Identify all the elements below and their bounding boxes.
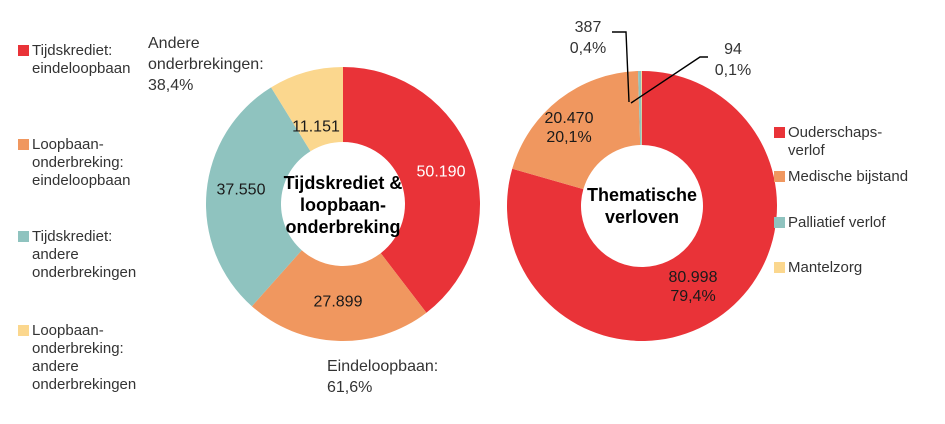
legend-label: Tijdskrediet: eindeloopbaan [32,42,131,77]
legend-item-loopbaanonderbreking-andere: Loopbaan- onderbreking: andere onderbrek… [18,322,136,394]
legend-label: Mantelzorg [788,259,863,276]
legend-item-medische-bijstand: Medische bijstand [774,168,908,186]
donut-slice-medische-bijstand [512,71,641,190]
donut-slice-palliatief-verlof [638,71,642,146]
left-chart-center-title: Tijdskrediet & loopbaan- onderbreking [283,173,403,237]
value-label-loopbaanonderbreking-andere: 11.151 [292,118,340,136]
legend-item-tijdskrediet-eindeloopbaan: Tijdskrediet: eindeloopbaan [18,42,130,78]
donut-slice-tijdskrediet-andere-onderbrekingen [205,87,311,307]
annotation-andere-onderbrekingen: Andere onderbrekingen: 38,4% [148,35,264,94]
annotation-mantelzorg: 94 0,1% [714,41,752,79]
red-swatch-icon [18,45,29,56]
legend-label: Loopbaan- onderbreking: andere onderbrek… [32,322,137,393]
legend-item-ouderschapsverlof: Ouderschaps- verlof [774,124,882,160]
legend-item-palliatief-verlof: Palliatief verlof [774,214,886,232]
value-label-loopbaanonderbreking-eindeloopbaan: 27.899 [313,293,363,311]
donut-slice-mantelzorg [641,70,642,145]
donut-slice-loopbaan-onderbreking-andere-onderbrekingen [271,67,343,152]
legend-label: Tijdskrediet: andere onderbrekingen [32,228,137,281]
teal-swatch-icon [18,231,29,242]
left-donut [205,67,481,342]
legend-item-tijdskrediet-andere: Tijdskrediet: andere onderbrekingen [18,228,136,282]
legend-item-mantelzorg: Mantelzorg [774,259,862,277]
orange-swatch-icon [774,171,785,182]
red-swatch-icon [774,127,785,138]
legend-label: Ouderschaps- verlof [788,124,883,159]
donut-slice-tijdskrediet-eindeloopbaan [343,67,481,313]
value-label-tijdskrediet-andere: 37.550 [216,181,266,199]
leader-line-palliatief-verlof [612,31,630,103]
donut-slice-loopbaan-onderbreking-eindeloopbaan [251,250,427,342]
right-chart-center-title: Thematische verloven [586,185,698,227]
orange-swatch-icon [18,139,29,150]
value-label-medische-bijstand: 20.470 20,1% [544,110,594,146]
donut-slice-ouderschapsverlof [506,71,777,341]
legend-item-loopbaanonderbreking-eindeloopbaan: Loopbaan- onderbreking: eindeloopbaan [18,136,130,190]
annotation-eindeloopbaan: Eindeloopbaan: 61,6% [327,358,439,396]
teal-swatch-icon [774,217,785,228]
legend-label: Medische bijstand [788,168,909,185]
value-label-tijdskrediet-eindeloopbaan: 50.190 [416,163,466,181]
leader-line-mantelzorg [630,56,708,104]
cream-swatch-icon [774,262,785,273]
legend-label: Loopbaan- onderbreking: eindeloopbaan [32,136,131,189]
right-donut [506,70,777,341]
legend-label: Palliatief verlof [788,214,886,231]
value-label-ouderschapsverlof: 80.998 79,4% [668,269,718,305]
cream-swatch-icon [18,325,29,336]
annotation-palliatief-verlof: 387 0,4% [569,19,607,57]
